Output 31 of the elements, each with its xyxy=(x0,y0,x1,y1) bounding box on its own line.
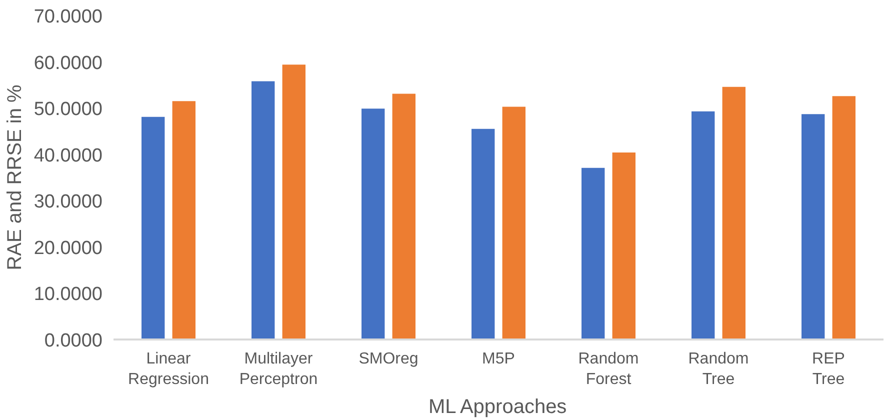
bar xyxy=(721,86,746,340)
bar xyxy=(611,152,636,340)
bar xyxy=(690,110,716,340)
bar xyxy=(470,128,496,340)
y-tick-label: 40.0000 xyxy=(34,145,103,166)
bar xyxy=(281,64,306,340)
bar xyxy=(501,106,526,340)
x-tick-label: REP Tree xyxy=(812,350,845,388)
bar xyxy=(800,113,826,340)
bar xyxy=(171,100,196,340)
x-axis-title: ML Approaches xyxy=(428,396,567,418)
x-tick-label: Random Tree xyxy=(688,350,749,388)
bar xyxy=(250,80,276,340)
x-tick-label: Linear Regression xyxy=(128,350,209,388)
y-tick-label: 50.0000 xyxy=(34,99,103,120)
bar xyxy=(140,116,166,340)
y-tick-label: 20.0000 xyxy=(34,238,103,259)
x-tick-label: M5P xyxy=(482,350,515,368)
y-tick-label: 0.0000 xyxy=(44,330,103,352)
x-tick-label: SMOreg xyxy=(358,350,418,368)
y-axis-title: RAE and RRSE in % xyxy=(4,84,26,270)
y-tick-label: 60.0000 xyxy=(34,52,103,74)
x-tick-label: Multilayer Perceptron xyxy=(239,350,318,388)
y-tick-label: 10.0000 xyxy=(34,284,103,306)
x-tick-label: Random Forest xyxy=(578,350,639,388)
bar xyxy=(391,92,416,340)
bar xyxy=(580,166,606,340)
bar xyxy=(831,95,856,340)
bar xyxy=(360,108,386,340)
y-tick-label: 70.0000 xyxy=(34,6,103,28)
y-tick-label: 30.0000 xyxy=(34,192,103,213)
